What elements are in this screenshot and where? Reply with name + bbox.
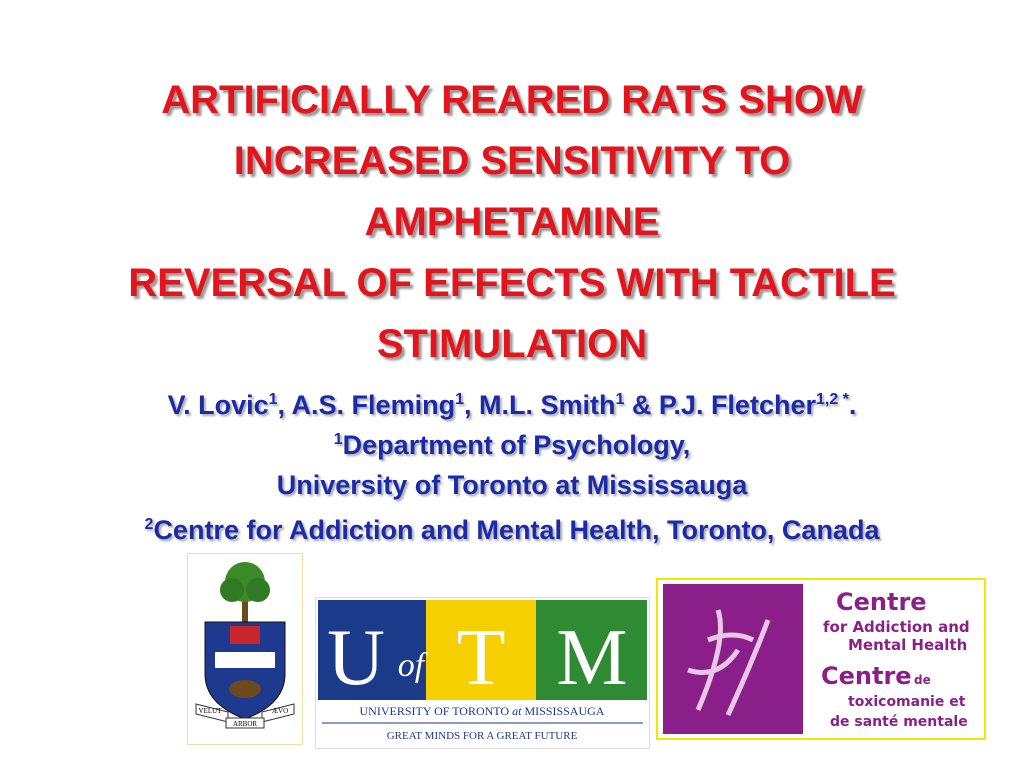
crest-svg: VELUT ARBOR ÆVO	[195, 562, 295, 729]
author: , A.S. Fleming	[277, 390, 456, 420]
block	[426, 600, 536, 700]
title: ARTIFICIALLY REARED RATS SHOW INCREASED S…	[0, 70, 1024, 375]
tree-crown	[220, 578, 244, 602]
author: , M.L. Smith	[463, 390, 616, 420]
affiliation: Centre for Addiction and Mental Health, …	[153, 515, 880, 545]
affiliation-line: 2Centre for Addiction and Mental Health,…	[0, 505, 1024, 550]
logo-letter: T	[457, 614, 506, 702]
camh-line: Centre	[836, 588, 927, 616]
author-superscript: 1,2 *	[815, 391, 849, 408]
camh-line: de	[914, 673, 931, 687]
name-part: MISSISSAUGA	[524, 704, 604, 718]
scroll	[225, 717, 265, 729]
camh-line: Mental Health	[848, 636, 967, 654]
author: V. Lovic	[167, 390, 269, 420]
motto-word: ARBOR	[233, 720, 257, 728]
camh-svg: Centre for Addiction and Mental Health C…	[663, 584, 970, 734]
author: .	[848, 390, 857, 420]
utm-svg: U of T M UNIVERSITY OF TORONTO at MISSIS…	[318, 600, 647, 742]
book	[215, 652, 275, 668]
beaver	[229, 680, 261, 698]
author-superscript: 1	[455, 391, 464, 408]
title-line: ARTIFICIALLY REARED RATS SHOW	[161, 78, 863, 122]
camh-text: Centre for Addiction and Mental Health C…	[821, 588, 970, 730]
logo-letter: of	[398, 647, 429, 684]
affiliation-line: University of Toronto at Mississauga	[0, 465, 1024, 505]
block	[536, 600, 647, 700]
title-line: AMPHETAMINE	[364, 200, 660, 244]
affiliation: Department of Psychology,	[342, 430, 691, 460]
utm-logo: U of T M UNIVERSITY OF TORONTO at MISSIS…	[315, 597, 650, 749]
crest-logo: VELUT ARBOR ÆVO	[187, 553, 303, 745]
camh-logo: Centre for Addiction and Mental Health C…	[656, 578, 986, 740]
author-superscript: 1	[615, 391, 625, 408]
camh-line: de santé mentale	[830, 714, 968, 730]
title-line: INCREASED SENSITIVITY TO	[233, 139, 791, 183]
camh-line: Centre	[821, 662, 912, 690]
authors: V. Lovic1, A.S. Fleming1, M.L. Smith1 & …	[0, 380, 1024, 425]
name-part: UNIVERSITY OF TORONTO	[360, 704, 510, 718]
university-name: UNIVERSITY OF TORONTO at MISSISSAUGA	[360, 704, 605, 718]
title-line: STIMULATION	[376, 322, 648, 366]
motto-word: ÆVO	[272, 707, 288, 715]
motto-word: VELUT	[199, 707, 223, 715]
affiliation-line: 1Department of Psychology,	[0, 420, 1024, 465]
title-line: REVERSAL OF EFFECTS WITH TACTILE	[128, 261, 896, 305]
affiliation-superscript: 2	[144, 516, 154, 533]
tree-trunk	[242, 594, 248, 624]
author-superscript: 1	[268, 391, 278, 408]
block	[318, 600, 426, 700]
tree-crown	[246, 578, 270, 602]
affiliation-superscript: 1	[333, 431, 343, 448]
slogan: GREAT MINDS FOR A GREAT FUTURE	[387, 730, 578, 742]
name-part: at	[512, 704, 522, 718]
crown	[230, 626, 260, 644]
affiliation: University of Toronto at Mississauga	[276, 470, 748, 500]
camh-line: toxicomanie et	[848, 694, 966, 710]
logo-letter: M	[556, 614, 627, 702]
author: & P.J. Fletcher	[624, 390, 816, 420]
camh-figure	[687, 609, 771, 717]
affiliations: 1Department of Psychology, University of …	[0, 420, 1024, 550]
camh-line: for Addiction and	[823, 618, 970, 636]
logo-letter: U	[327, 614, 385, 702]
